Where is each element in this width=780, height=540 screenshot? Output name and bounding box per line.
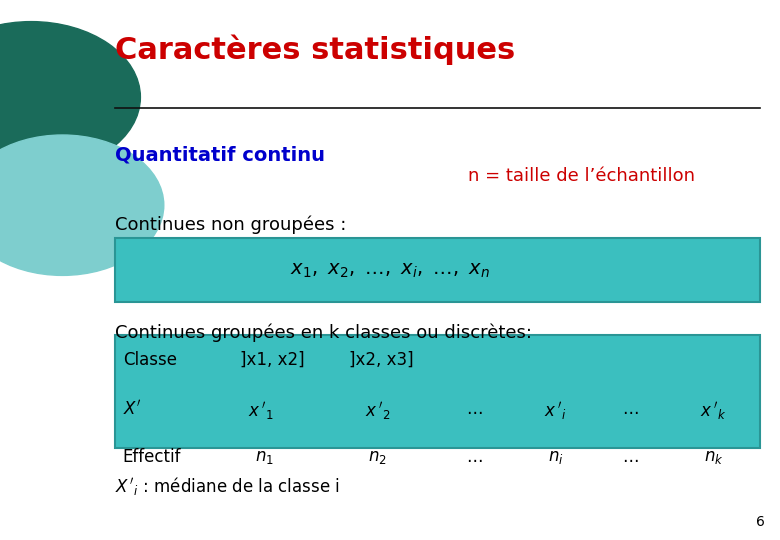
Text: $x\,{'}_{1}$: $x\,{'}_{1}$ bbox=[247, 400, 273, 422]
Text: $x\,{'}_{i}$: $x\,{'}_{i}$ bbox=[544, 400, 566, 422]
Circle shape bbox=[0, 135, 164, 275]
Text: Continues non groupées :: Continues non groupées : bbox=[115, 216, 346, 234]
Text: 6: 6 bbox=[756, 515, 764, 529]
Text: Quantitatif continu: Quantitatif continu bbox=[115, 146, 325, 165]
FancyBboxPatch shape bbox=[115, 238, 760, 302]
Text: $\ldots$: $\ldots$ bbox=[622, 400, 639, 417]
Text: $n_1$: $n_1$ bbox=[255, 448, 275, 466]
Text: n = taille de l’échantillon: n = taille de l’échantillon bbox=[468, 167, 695, 185]
Text: $n_2$: $n_2$ bbox=[368, 448, 388, 466]
Text: $n_k$: $n_k$ bbox=[704, 448, 724, 466]
Text: $n_i$: $n_i$ bbox=[548, 448, 564, 466]
Text: ]x2, x3]: ]x2, x3] bbox=[349, 351, 413, 369]
Text: Classe: Classe bbox=[122, 351, 177, 369]
Text: $x_1,\ x_2,\ \ldots,\ x_i,\ \ldots,\ x_n$: $x_1,\ x_2,\ \ldots,\ x_i,\ \ldots,\ x_n… bbox=[290, 260, 490, 280]
Circle shape bbox=[0, 22, 140, 173]
Text: $X\,{'}_{i}$ : médiane de la classe i: $X\,{'}_{i}$ : médiane de la classe i bbox=[115, 475, 339, 497]
Text: $x\,{'}_{2}$: $x\,{'}_{2}$ bbox=[364, 400, 390, 422]
Text: $\ldots$: $\ldots$ bbox=[466, 400, 483, 417]
Text: Continues groupées en k classes ou discrètes:: Continues groupées en k classes ou discr… bbox=[115, 324, 532, 342]
Text: $x\,{'}_{k}$: $x\,{'}_{k}$ bbox=[700, 400, 726, 422]
Text: $X'$: $X'$ bbox=[122, 400, 141, 419]
Text: $\ldots$: $\ldots$ bbox=[466, 448, 483, 466]
Text: Caractères statistiques: Caractères statistiques bbox=[115, 35, 516, 65]
Text: Effectif: Effectif bbox=[122, 448, 181, 466]
Text: ]x1, x2]: ]x1, x2] bbox=[239, 351, 304, 369]
Text: $\ldots$: $\ldots$ bbox=[622, 448, 639, 466]
FancyBboxPatch shape bbox=[115, 335, 760, 448]
